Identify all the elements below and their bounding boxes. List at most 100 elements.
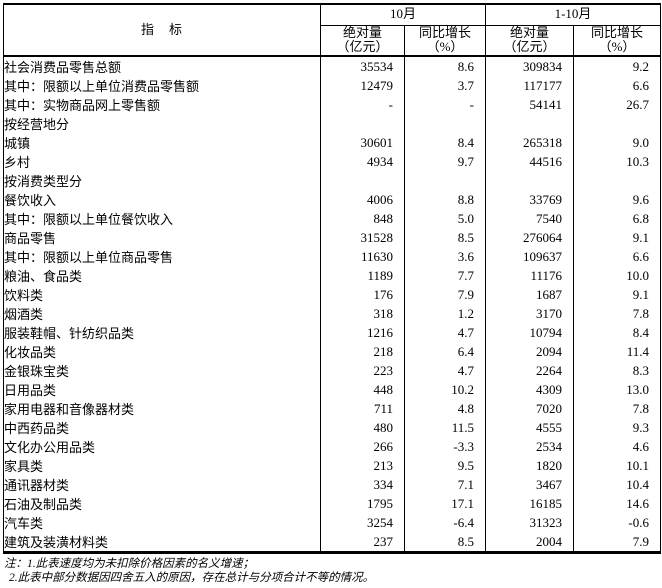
row-label: 中西药品类 <box>3 418 321 438</box>
row-label: 城镇 <box>3 133 321 153</box>
row-value: 3170 <box>485 304 575 324</box>
row-label: 社会消费品零售总额 <box>3 56 321 77</box>
table-row: 社会消费品零售总额 35534 8.6 309834 9.2 <box>3 56 662 77</box>
row-label: 商品零售 <box>3 228 321 248</box>
row-value: 2534 <box>485 437 575 457</box>
row-value: 5.0 <box>403 209 487 229</box>
row-label: 其中：实物商品网上零售额 <box>3 95 321 115</box>
row-value: 31528 <box>320 228 405 248</box>
row-value: 2004 <box>485 532 575 553</box>
row-value: 6.6 <box>573 247 662 267</box>
row-value: 7.9 <box>403 285 487 305</box>
row-label: 按经营地分 <box>3 114 321 134</box>
table-row: 餐饮收入 4006 8.8 33769 9.6 <box>3 190 662 210</box>
row-value: 2094 <box>485 342 575 362</box>
row-value: 1.2 <box>403 304 487 324</box>
table-row: 商品零售 31528 8.5 276064 9.1 <box>3 228 662 248</box>
row-value <box>403 171 487 191</box>
table-row: 按消费类型分 <box>3 171 662 191</box>
row-value: 4309 <box>485 380 575 400</box>
row-value: 4934 <box>320 152 405 172</box>
table-row: 饮料类 176 7.9 1687 9.1 <box>3 285 662 305</box>
table-row: 服装鞋帽、针纺织品类 1216 4.7 10794 8.4 <box>3 323 662 343</box>
row-label: 金银珠宝类 <box>3 361 321 381</box>
row-value: 4.8 <box>403 399 487 419</box>
row-value: 6.6 <box>573 76 662 96</box>
row-label: 建筑及装潢材料类 <box>3 532 321 553</box>
row-label: 石油及制品类 <box>3 494 321 514</box>
row-value: 9.2 <box>573 56 662 77</box>
row-value: 7540 <box>485 209 575 229</box>
row-value: 16185 <box>485 494 575 514</box>
statistical-table: 指 标 10月 1-10月 绝对量 （亿元） 同比增长 （%） 绝对量 （亿元） <box>3 3 662 555</box>
row-value: 13.0 <box>573 380 662 400</box>
row-value: 10.0 <box>573 266 662 286</box>
subheader-absolute-october: 绝对量 （亿元） <box>320 24 405 58</box>
row-value: 10.4 <box>573 475 662 495</box>
row-value: 54141 <box>485 95 575 115</box>
subheader-line: （%） <box>598 39 636 55</box>
footnote-1: 注：1.此表速度均为未扣除价格因素的名义增速； <box>4 558 255 571</box>
row-value: 17.1 <box>403 494 487 514</box>
row-label: 按消费类型分 <box>3 171 321 191</box>
row-value: 12479 <box>320 76 405 96</box>
indicator-column-header: 指 标 <box>3 3 321 57</box>
row-value: 8.4 <box>573 323 662 343</box>
row-label: 乡村 <box>3 152 321 172</box>
row-value: 7.9 <box>573 532 662 553</box>
row-label: 文化办公用品类 <box>3 437 321 457</box>
row-value: 44516 <box>485 152 575 172</box>
row-value: 9.1 <box>573 285 662 305</box>
row-value: 9.1 <box>573 228 662 248</box>
row-value: 1795 <box>320 494 405 514</box>
row-value: 109637 <box>485 247 575 267</box>
row-value <box>485 114 575 134</box>
row-value: 117177 <box>485 76 575 96</box>
row-value: 11.4 <box>573 342 662 362</box>
row-value <box>573 171 662 191</box>
row-value: 3467 <box>485 475 575 495</box>
row-value: 9.6 <box>573 190 662 210</box>
table-row: 其中：限额以上单位餐饮收入 848 5.0 7540 6.8 <box>3 209 662 229</box>
row-value: 265318 <box>485 133 575 153</box>
subheader-yoy-jan-to-oct: 同比增长 （%） <box>573 24 662 58</box>
row-value: - <box>320 95 405 115</box>
header-sub-row: 绝对量 （亿元） 同比增长 （%） 绝对量 （亿元） 同比增长 （%） <box>4 24 662 58</box>
table-row: 日用品类 448 10.2 4309 13.0 <box>3 380 662 400</box>
row-value: -0.6 <box>573 513 662 533</box>
subheader-line: （亿元） <box>503 39 556 55</box>
row-label: 汽车类 <box>3 513 321 533</box>
row-value: 33769 <box>485 190 575 210</box>
table-row: 建筑及装潢材料类 237 8.5 2004 7.9 <box>3 532 662 553</box>
table-row: 汽车类 3254 -6.4 31323 -0.6 <box>3 513 662 533</box>
table-row: 文化办公用品类 266 -3.3 2534 4.6 <box>3 437 662 457</box>
row-label: 化妆品类 <box>3 342 321 362</box>
table-row: 通讯器材类 334 7.1 3467 10.4 <box>3 475 662 495</box>
row-value: 9.0 <box>573 133 662 153</box>
row-label: 通讯器材类 <box>3 475 321 495</box>
row-value: 1189 <box>320 266 405 286</box>
row-value: 4555 <box>485 418 575 438</box>
row-value: - <box>403 95 487 115</box>
table-body: 社会消费品零售总额 35534 8.6 309834 9.2 其中：限额以上单位消费品零售… <box>3 56 662 553</box>
row-value: 213 <box>320 456 405 476</box>
row-value: 237 <box>320 532 405 553</box>
row-value: 7.8 <box>573 304 662 324</box>
row-value: 223 <box>320 361 405 381</box>
row-value: 35534 <box>320 56 405 77</box>
row-value: 480 <box>320 418 405 438</box>
row-label: 家具类 <box>3 456 321 476</box>
table-row: 家用电器和音像器材类 711 4.8 7020 7.8 <box>3 399 662 419</box>
row-value: 2264 <box>485 361 575 381</box>
group-header-october: 10月 <box>319 3 487 26</box>
row-value: 10.2 <box>403 380 487 400</box>
subheader-line: 同比增长 <box>591 24 644 40</box>
row-value: 711 <box>320 399 405 419</box>
footnotes: 注：1.此表速度均为未扣除价格因素的名义增速； 2.此表中部分数据因四舍五入的原… <box>3 557 660 585</box>
table-row: 其中：限额以上单位商品零售 11630 3.6 109637 6.6 <box>3 247 662 267</box>
row-label: 饮料类 <box>3 285 321 305</box>
row-value: 9.3 <box>573 418 662 438</box>
group-header-jan-to-oct: 1-10月 <box>485 3 662 26</box>
row-value: 31323 <box>485 513 575 533</box>
